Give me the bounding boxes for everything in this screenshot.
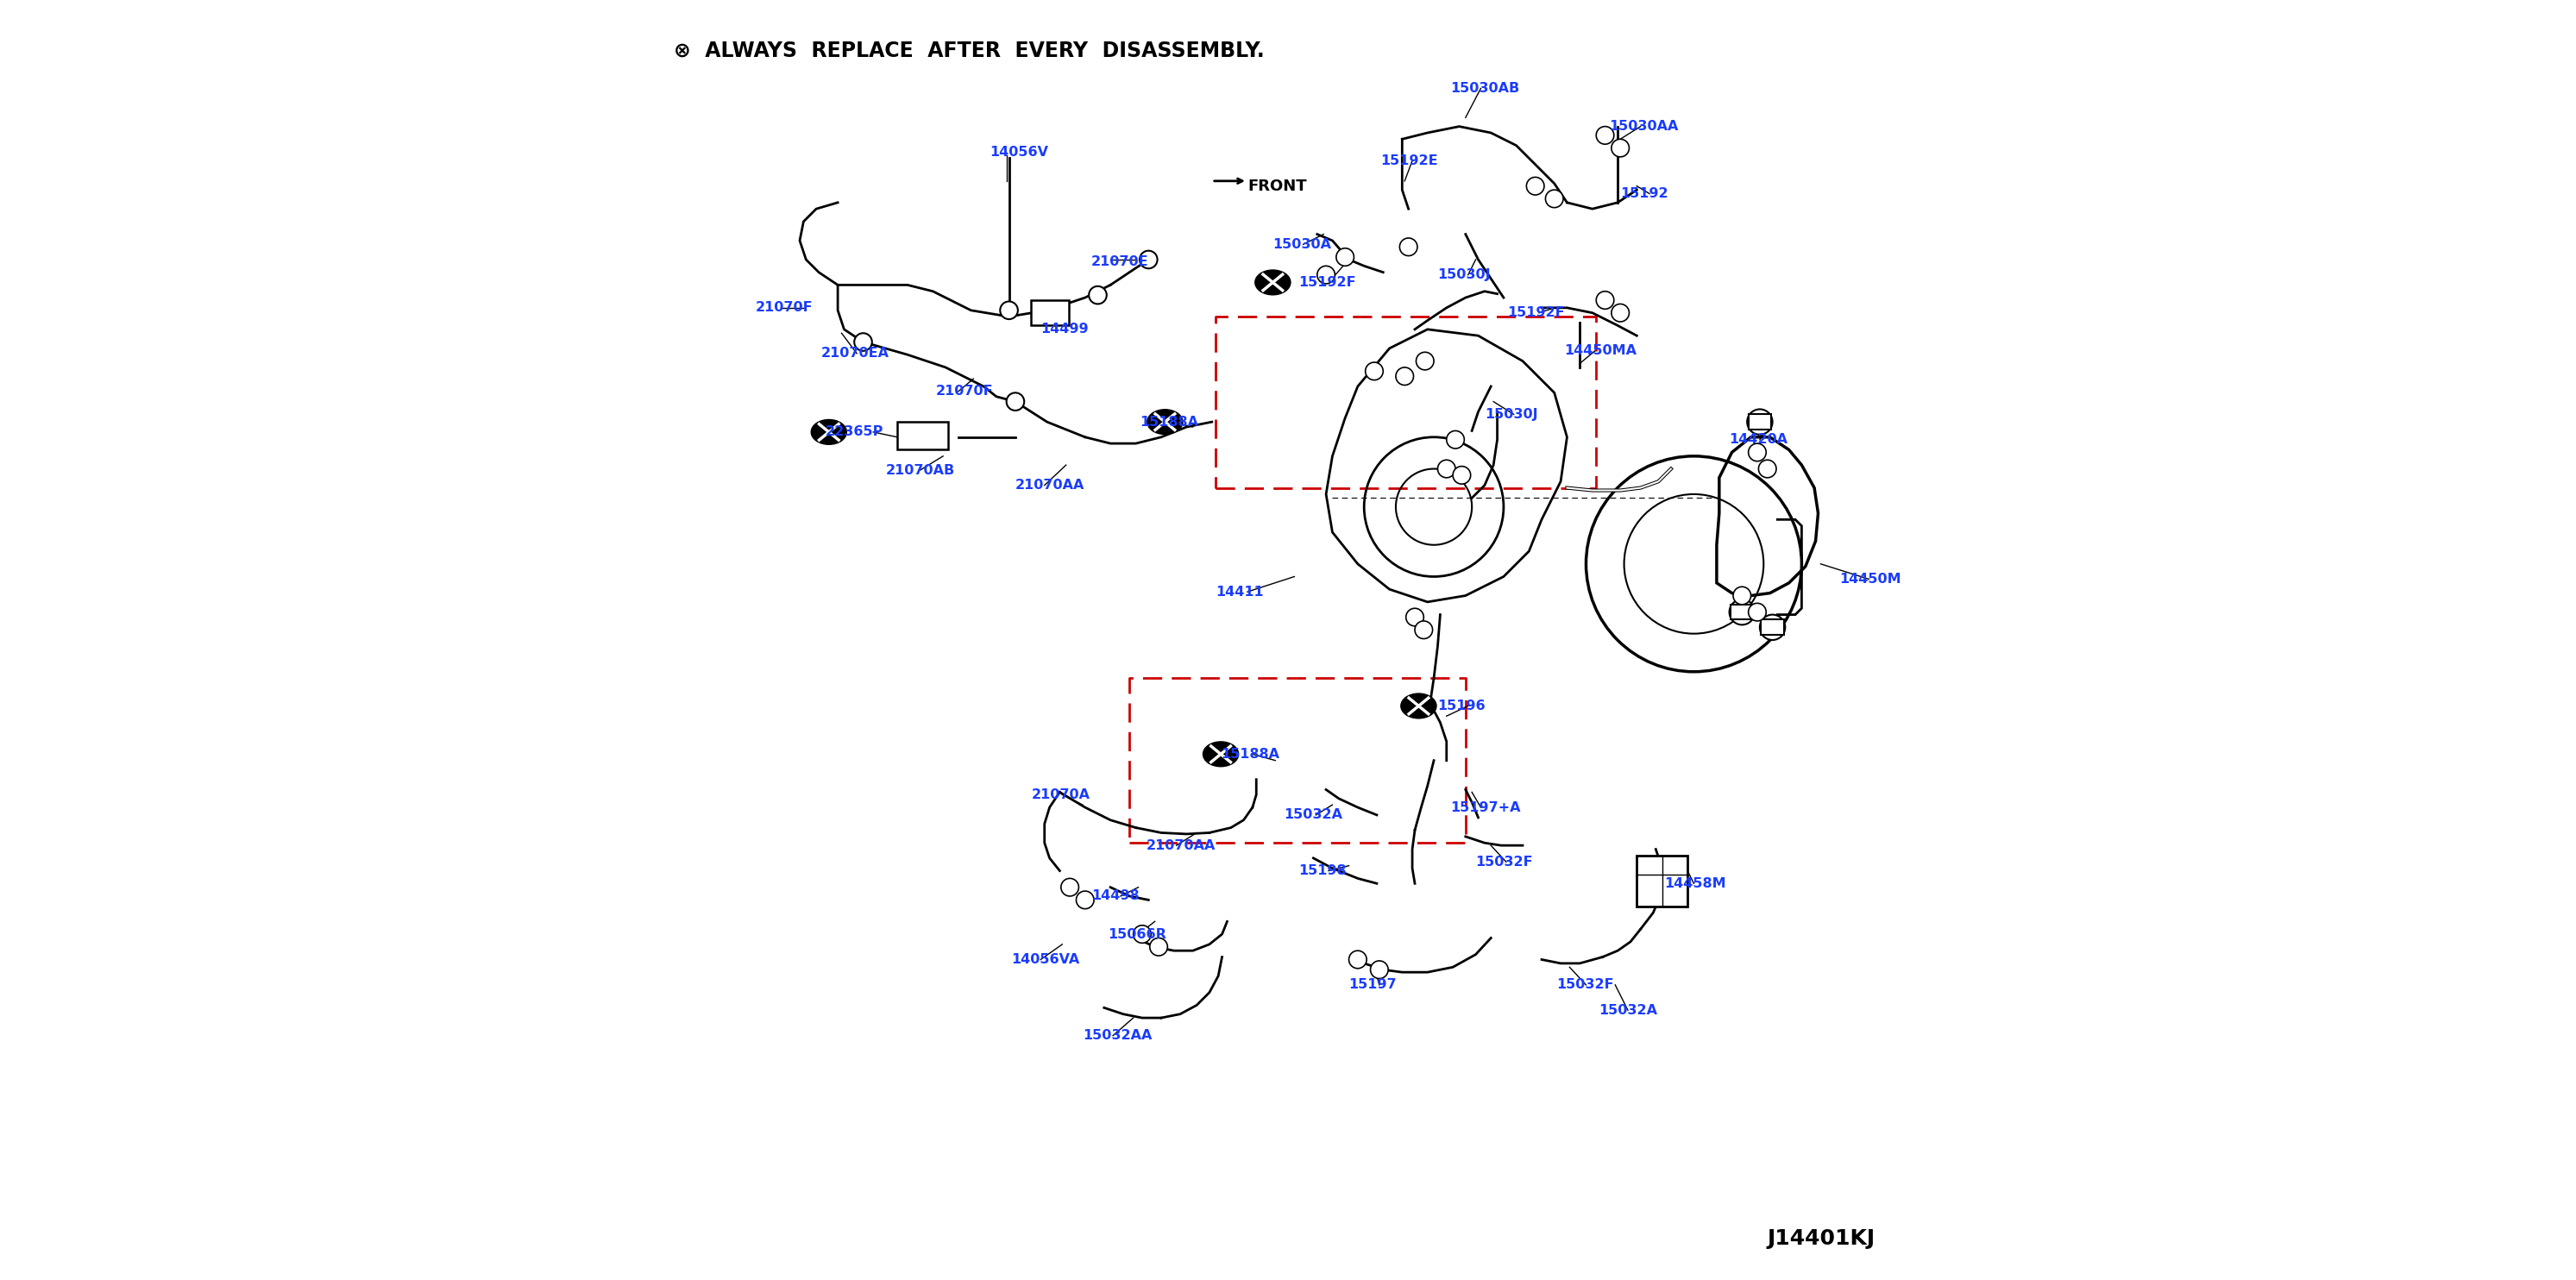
Circle shape xyxy=(1728,599,1754,625)
Circle shape xyxy=(1370,961,1388,979)
Circle shape xyxy=(1316,266,1334,284)
Text: 21070F: 21070F xyxy=(755,301,814,315)
Text: 15192: 15192 xyxy=(1620,187,1669,200)
Text: 15198: 15198 xyxy=(1298,864,1347,877)
Circle shape xyxy=(1448,431,1463,448)
Circle shape xyxy=(1139,251,1157,269)
Text: 15188A: 15188A xyxy=(1139,416,1198,429)
Circle shape xyxy=(855,333,873,351)
Text: 21070A: 21070A xyxy=(1033,788,1090,801)
FancyBboxPatch shape xyxy=(1731,604,1754,620)
Text: 21070EA: 21070EA xyxy=(822,347,889,360)
Text: 22365P: 22365P xyxy=(824,425,884,439)
Text: 15192F: 15192F xyxy=(1298,276,1355,289)
Circle shape xyxy=(1414,621,1432,639)
Circle shape xyxy=(1613,303,1628,321)
FancyBboxPatch shape xyxy=(1749,415,1772,430)
Circle shape xyxy=(1597,292,1615,308)
Circle shape xyxy=(999,301,1018,319)
Circle shape xyxy=(1453,466,1471,484)
Text: 21070F: 21070F xyxy=(935,385,992,398)
Ellipse shape xyxy=(811,420,848,444)
Ellipse shape xyxy=(1146,410,1182,434)
Circle shape xyxy=(1077,891,1095,909)
Text: 15066R: 15066R xyxy=(1108,928,1167,941)
Circle shape xyxy=(1350,951,1368,969)
Circle shape xyxy=(1007,393,1025,411)
Text: 21070AB: 21070AB xyxy=(886,463,956,476)
Circle shape xyxy=(1747,410,1772,435)
Text: 21070AA: 21070AA xyxy=(1146,838,1216,852)
Circle shape xyxy=(1749,443,1767,461)
Text: 15030J: 15030J xyxy=(1437,269,1492,282)
Text: 15197: 15197 xyxy=(1350,978,1396,992)
Circle shape xyxy=(1417,352,1435,370)
Circle shape xyxy=(1749,603,1767,621)
Circle shape xyxy=(1406,608,1425,626)
Circle shape xyxy=(1528,177,1543,195)
Text: 14450M: 14450M xyxy=(1839,572,1901,586)
Text: 15032A: 15032A xyxy=(1285,809,1342,822)
Text: 14056V: 14056V xyxy=(989,146,1048,159)
FancyBboxPatch shape xyxy=(1762,620,1785,635)
Text: 21070E: 21070E xyxy=(1092,256,1149,269)
FancyBboxPatch shape xyxy=(896,422,948,449)
Circle shape xyxy=(1090,287,1108,303)
Text: 14411: 14411 xyxy=(1216,585,1265,598)
Text: 15032A: 15032A xyxy=(1600,1004,1656,1016)
Text: J14401KJ: J14401KJ xyxy=(1767,1228,1875,1249)
Text: 15030AA: 15030AA xyxy=(1610,120,1677,133)
Ellipse shape xyxy=(1203,741,1239,767)
Text: 21070AA: 21070AA xyxy=(1015,479,1084,492)
Text: 15192F: 15192F xyxy=(1507,306,1564,319)
Text: ⊗  ALWAYS  REPLACE  AFTER  EVERY  DISASSEMBLY.: ⊗ ALWAYS REPLACE AFTER EVERY DISASSEMBLY… xyxy=(675,40,1265,60)
Text: 15030J: 15030J xyxy=(1484,408,1538,421)
Circle shape xyxy=(1133,925,1151,943)
Text: 14056VA: 14056VA xyxy=(1012,954,1079,966)
Circle shape xyxy=(1437,460,1455,477)
Circle shape xyxy=(1399,238,1417,256)
Text: 15032AA: 15032AA xyxy=(1082,1029,1151,1042)
FancyBboxPatch shape xyxy=(1636,855,1687,906)
Text: 14420A: 14420A xyxy=(1728,433,1788,447)
Circle shape xyxy=(1396,367,1414,385)
Circle shape xyxy=(1759,614,1785,640)
Circle shape xyxy=(1365,362,1383,380)
Ellipse shape xyxy=(1255,270,1291,294)
Text: 14498: 14498 xyxy=(1092,890,1139,902)
Text: FRONT: FRONT xyxy=(1247,178,1306,193)
Circle shape xyxy=(1149,938,1167,956)
Text: 14499: 14499 xyxy=(1041,323,1090,335)
Text: 15030AB: 15030AB xyxy=(1450,82,1520,95)
Text: 15032F: 15032F xyxy=(1476,855,1533,868)
Text: 15030A: 15030A xyxy=(1273,238,1332,251)
Circle shape xyxy=(1337,248,1355,266)
Circle shape xyxy=(1759,460,1777,477)
FancyBboxPatch shape xyxy=(1030,301,1069,325)
Text: 15192E: 15192E xyxy=(1381,154,1437,168)
Circle shape xyxy=(1597,127,1615,145)
Circle shape xyxy=(1546,189,1564,207)
Circle shape xyxy=(1613,140,1628,157)
Text: 15196: 15196 xyxy=(1437,699,1486,713)
Text: 15188A: 15188A xyxy=(1221,748,1280,760)
Circle shape xyxy=(1061,878,1079,896)
Text: 15197+A: 15197+A xyxy=(1450,801,1520,814)
Ellipse shape xyxy=(1401,694,1437,718)
Text: 15032F: 15032F xyxy=(1556,978,1615,992)
Text: 14450MA: 14450MA xyxy=(1564,344,1636,357)
Text: 14458M: 14458M xyxy=(1664,877,1726,890)
Circle shape xyxy=(1734,586,1752,604)
